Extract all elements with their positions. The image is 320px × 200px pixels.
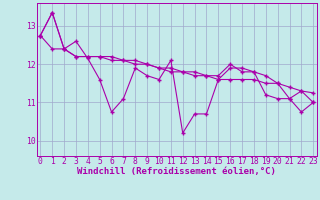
X-axis label: Windchill (Refroidissement éolien,°C): Windchill (Refroidissement éolien,°C) <box>77 167 276 176</box>
